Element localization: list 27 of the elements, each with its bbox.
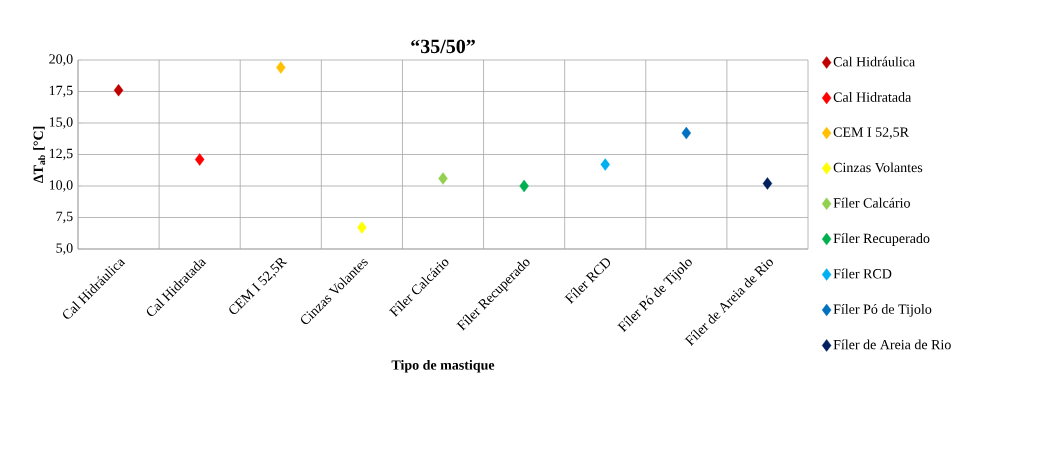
point bbox=[600, 158, 610, 171]
point bbox=[681, 126, 692, 140]
point bbox=[438, 172, 448, 185]
point bbox=[519, 179, 529, 193]
y-tick-label: 15,0 bbox=[49, 117, 73, 129]
legend-label: Fíler Recuperado bbox=[833, 233, 930, 246]
y-tick-label: 7,5 bbox=[56, 211, 73, 224]
legend-label: Cinzas Volantes bbox=[833, 162, 923, 173]
y-tick-label: 17,5 bbox=[49, 85, 73, 98]
legend-label: Cal Hidráulica bbox=[833, 56, 915, 67]
legend-label: Fíler RCD bbox=[833, 268, 892, 279]
chart-title: “35/50” bbox=[411, 39, 475, 54]
point bbox=[276, 61, 286, 74]
legend-label: Cal Hidratada bbox=[833, 92, 912, 102]
point bbox=[762, 177, 773, 190]
y-tick-label: 5,0 bbox=[56, 243, 73, 255]
point bbox=[357, 221, 367, 234]
y-tick-label: 20,0 bbox=[49, 54, 73, 66]
point bbox=[113, 84, 124, 97]
x-axis-title: Tipo de mastique bbox=[391, 359, 495, 373]
legend-label: Fíler Calcário bbox=[833, 197, 910, 208]
legend-label: CEM I 52,5R bbox=[833, 127, 909, 139]
y-tick-label: 12,5 bbox=[49, 148, 73, 161]
point bbox=[194, 153, 205, 166]
legend-label: Fíler de Areia de Rio bbox=[833, 339, 951, 350]
y-axis-title: ΔT$_{ab}$ [°C] bbox=[33, 126, 46, 184]
y-tick-label: 10,0 bbox=[49, 180, 73, 192]
